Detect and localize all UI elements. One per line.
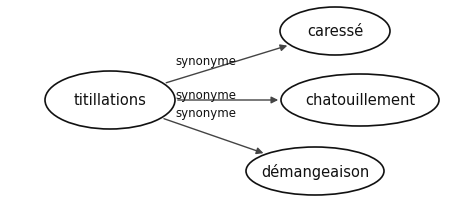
Text: synonyme: synonyme [175,107,235,120]
Ellipse shape [281,75,438,126]
Text: démangeaison: démangeaison [260,163,368,179]
Ellipse shape [245,147,383,195]
Ellipse shape [279,8,389,56]
Text: chatouillement: chatouillement [304,93,414,108]
Text: synonyme: synonyme [175,55,235,68]
Ellipse shape [45,72,175,129]
Text: titillations: titillations [74,93,146,108]
Text: caressé: caressé [306,24,362,39]
Text: synonyme: synonyme [175,89,235,102]
